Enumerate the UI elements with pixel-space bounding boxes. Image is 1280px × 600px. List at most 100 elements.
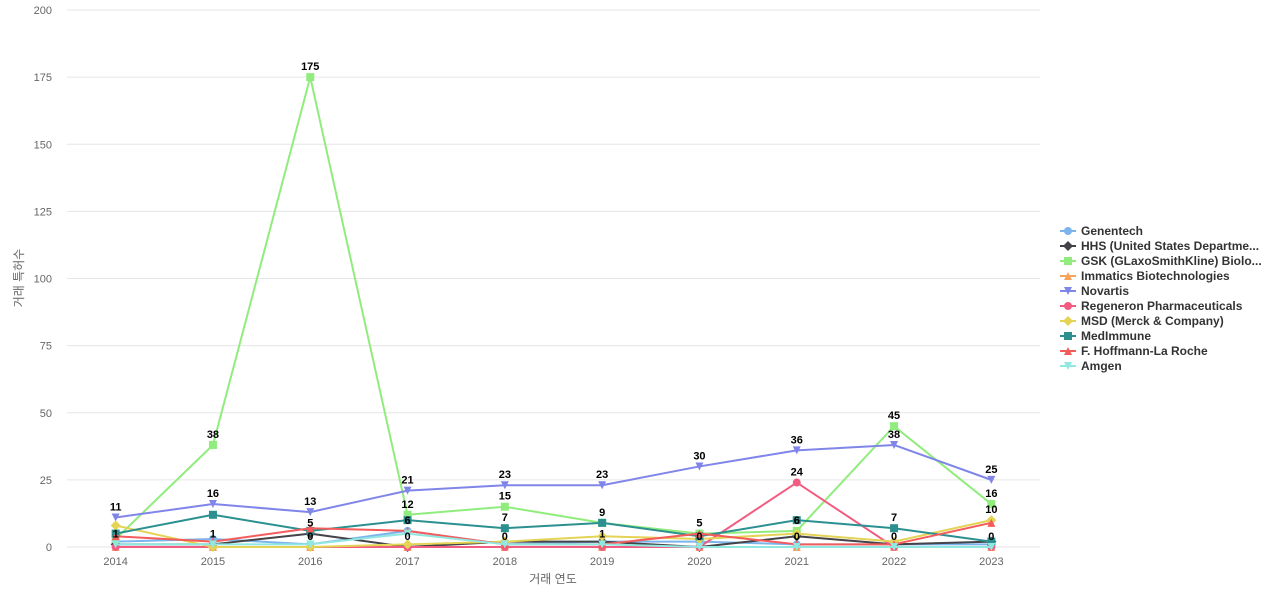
data-point[interactable] xyxy=(987,537,996,546)
data-point[interactable] xyxy=(403,516,412,525)
data-label: 0 xyxy=(307,531,313,543)
data-point[interactable] xyxy=(111,513,120,522)
data-point[interactable] xyxy=(110,520,121,531)
x-axis-title: 거래 연도 xyxy=(529,572,577,586)
data-point[interactable] xyxy=(791,528,802,539)
data-point[interactable] xyxy=(500,481,509,490)
data-point[interactable] xyxy=(695,543,704,551)
data-point[interactable] xyxy=(987,518,996,527)
data-point[interactable] xyxy=(111,532,120,541)
legend-item-immatics-biotechnologies[interactable]: Immatics Biotechnologies xyxy=(1060,269,1230,283)
data-label: 13 xyxy=(304,496,316,508)
data-point[interactable] xyxy=(403,510,412,519)
data-point[interactable] xyxy=(987,500,996,509)
data-point[interactable] xyxy=(208,500,217,509)
series-gsk-glaxosmithkline-biolo xyxy=(111,73,996,543)
series-lines xyxy=(110,73,997,552)
data-point[interactable] xyxy=(306,508,315,517)
data-point[interactable] xyxy=(403,486,412,495)
data-point[interactable] xyxy=(306,73,315,82)
legend-marker-icon xyxy=(1063,241,1073,251)
data-point[interactable] xyxy=(695,462,704,471)
y-axis-ticks: 0 25 50 75 100 125 150 175 200 xyxy=(34,5,52,554)
legend-label: Novartis xyxy=(1081,284,1129,298)
data-label: 9 xyxy=(599,507,605,519)
data-point[interactable] xyxy=(402,539,413,550)
data-label: 6 xyxy=(794,515,800,527)
x-axis-ticks: 2014 2015 2016 2017 2018 2019 2020 2021 2022 2023 xyxy=(103,556,1003,568)
data-point[interactable] xyxy=(500,502,509,511)
legend-item-medimmune[interactable]: MedImmune xyxy=(1060,329,1151,343)
data-point[interactable] xyxy=(598,518,607,527)
data-point[interactable] xyxy=(597,531,608,542)
data-label: 1 xyxy=(113,528,119,540)
x-tick-label: 2023 xyxy=(979,556,1003,568)
data-point[interactable] xyxy=(890,543,899,551)
y-tick-label: 200 xyxy=(34,5,52,17)
data-point[interactable] xyxy=(987,475,996,484)
data-label: 6 xyxy=(404,515,410,527)
y-tick-label: 50 xyxy=(40,408,52,420)
legend-marker-icon xyxy=(1064,332,1072,340)
data-label: 1 xyxy=(599,528,605,540)
legend-item-amgen[interactable]: Amgen xyxy=(1060,359,1122,373)
data-point[interactable] xyxy=(306,540,315,549)
data-point[interactable] xyxy=(500,540,509,549)
series-novartis xyxy=(111,440,996,522)
data-point[interactable] xyxy=(987,543,996,551)
data-point[interactable] xyxy=(890,440,899,449)
data-label: 11 xyxy=(110,501,122,513)
data-point[interactable] xyxy=(598,540,607,549)
legend-item-msd-merck-company[interactable]: MSD (Merck & Company) xyxy=(1060,314,1224,328)
legend-label: Amgen xyxy=(1081,359,1122,373)
data-label: 0 xyxy=(891,531,897,543)
data-label: 36 xyxy=(791,434,803,446)
x-tick-label: 2020 xyxy=(687,556,711,568)
y-tick-label: 75 xyxy=(40,341,52,353)
legend-marker-icon xyxy=(1064,302,1072,310)
legend-item-novartis[interactable]: Novartis xyxy=(1060,284,1129,298)
data-point[interactable] xyxy=(403,529,412,538)
legend-marker-icon xyxy=(1064,287,1072,295)
data-point[interactable] xyxy=(792,543,801,551)
legend-label: Regeneron Pharmaceuticals xyxy=(1081,299,1243,313)
data-label: 12 xyxy=(401,499,413,511)
data-point[interactable] xyxy=(111,540,120,549)
legend-item-regeneron-pharmaceuticals[interactable]: Regeneron Pharmaceuticals xyxy=(1060,299,1243,313)
data-label: 21 xyxy=(401,475,413,487)
series-line xyxy=(115,443,992,519)
data-point[interactable] xyxy=(890,422,899,431)
data-label: 0 xyxy=(404,531,410,543)
data-point[interactable] xyxy=(598,481,607,490)
data-label: 23 xyxy=(499,469,511,481)
data-point[interactable] xyxy=(208,510,217,519)
data-label: 7 xyxy=(891,512,897,524)
data-point[interactable] xyxy=(792,516,801,525)
legend-marker-icon xyxy=(1063,316,1073,326)
data-point[interactable] xyxy=(890,524,899,533)
data-point[interactable] xyxy=(792,446,801,455)
data-label: 0 xyxy=(696,531,702,543)
series-line xyxy=(115,519,992,548)
legend-label: MSD (Merck & Company) xyxy=(1081,314,1224,328)
legend-marker-icon xyxy=(1064,347,1072,355)
data-point[interactable] xyxy=(500,524,509,533)
legend-label: MedImmune xyxy=(1081,329,1151,343)
data-point[interactable] xyxy=(306,524,315,533)
legend-item-genentech[interactable]: Genentech xyxy=(1060,224,1143,238)
data-point[interactable] xyxy=(208,440,217,449)
data-label: 15 xyxy=(499,491,511,503)
x-tick-label: 2022 xyxy=(882,556,906,568)
data-point[interactable] xyxy=(208,540,217,549)
data-label: 38 xyxy=(888,429,900,441)
data-point[interactable] xyxy=(695,529,704,538)
data-label: 0 xyxy=(794,531,800,543)
data-point[interactable] xyxy=(792,478,801,487)
legend-item-f-hoffmann-la-roche[interactable]: F. Hoffmann-La Roche xyxy=(1060,344,1208,358)
legend-item-gsk-glaxosmithkline-biolo[interactable]: GSK (GLaxoSmithKline) Biolo... xyxy=(1060,254,1262,268)
data-label: 7 xyxy=(502,512,508,524)
legend-item-hhs-united-states-departme[interactable]: HHS (United States Departme... xyxy=(1060,239,1259,253)
